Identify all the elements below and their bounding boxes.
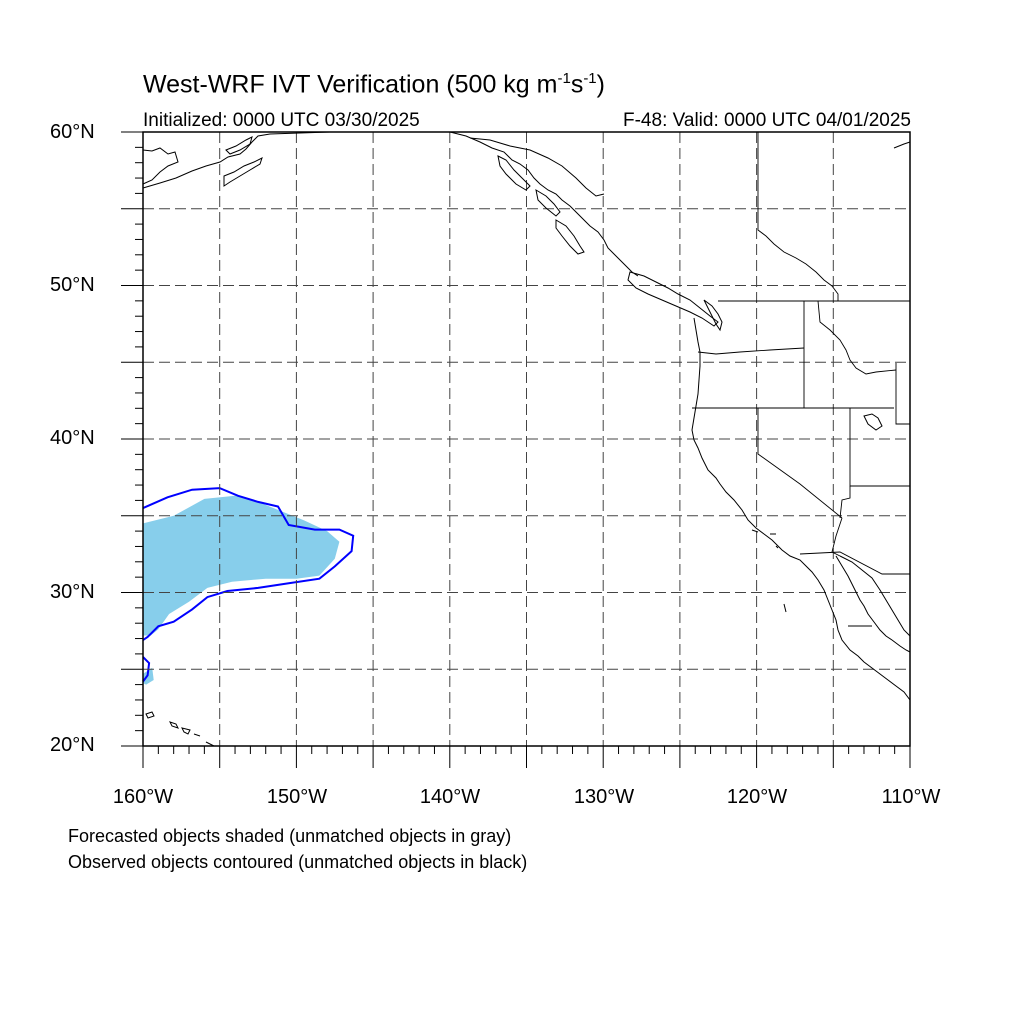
coastline-washington-oregon: [691, 317, 911, 701]
coastline-panhandle-mainland: [469, 137, 605, 197]
border-ca-nv: [757, 408, 843, 519]
border-mt-wy: [895, 363, 910, 425]
lat-label-40n: 40°N: [50, 427, 95, 449]
initialized-time: Initialized: 0000 UTC 03/30/2025: [143, 110, 420, 131]
lon-label-110w: 110°W: [881, 786, 941, 808]
valid-time: F-48: Valid: 0000 UTC 04/01/2025: [623, 110, 911, 131]
coastline-panhandle-islands: [497, 155, 531, 191]
coastline-alaska-gulf-islands: [225, 136, 253, 155]
coastline-haida-gwaii: [555, 219, 585, 255]
border-nv-ut: [849, 408, 910, 487]
coastline-panhandle-islands-2: [535, 188, 561, 217]
coastline-alaska-panhandle: [449, 131, 639, 277]
lon-label-140w: 140°W: [419, 786, 481, 808]
forecast-legend-note: Forecasted objects shaded (unmatched obj…: [68, 826, 512, 846]
lon-label-120w: 120°W: [726, 786, 788, 808]
observed-legend-note: Observed objects contoured (unmatched ob…: [68, 852, 528, 872]
lon-label-160w: 160°W: [112, 786, 174, 808]
forecast-ivt-object-small: [143, 667, 154, 685]
lat-label-60n: 60°N: [50, 121, 95, 143]
border-us-mexico: [799, 551, 910, 575]
lat-label-50n: 50°N: [50, 274, 95, 296]
coastline-kodiak: [223, 157, 263, 187]
border-nevada-south: [839, 486, 851, 519]
coastline-vancouver-island: [627, 271, 719, 327]
coastline-puget: [703, 299, 723, 332]
observed-ivt-contour: [142, 487, 355, 641]
lon-label-150w: 150°W: [266, 786, 328, 808]
border-az-ca: [831, 517, 843, 557]
coastline-sonora: [839, 555, 911, 637]
coastline-baja-gulf: [835, 555, 911, 653]
lat-label-20n: 20°N: [50, 734, 95, 756]
coastline-channel-islands: [751, 529, 787, 613]
lat-label-30n: 30°N: [50, 581, 95, 603]
forecast-ivt-object: [143, 495, 340, 636]
coastline-hudson-fragment: [893, 141, 911, 149]
coastline-alaska-west: [142, 147, 179, 185]
border-id-mt: [817, 300, 897, 375]
coastline-hawaii: [145, 711, 215, 747]
border-bc-alberta: [757, 132, 839, 301]
coastline-great-salt-lake: [863, 413, 883, 431]
map-title: West-WRF IVT Verification (500 kg m-1s-1…: [143, 70, 605, 99]
border-wa-or: [697, 347, 805, 355]
lon-label-130w: 130°W: [573, 786, 635, 808]
